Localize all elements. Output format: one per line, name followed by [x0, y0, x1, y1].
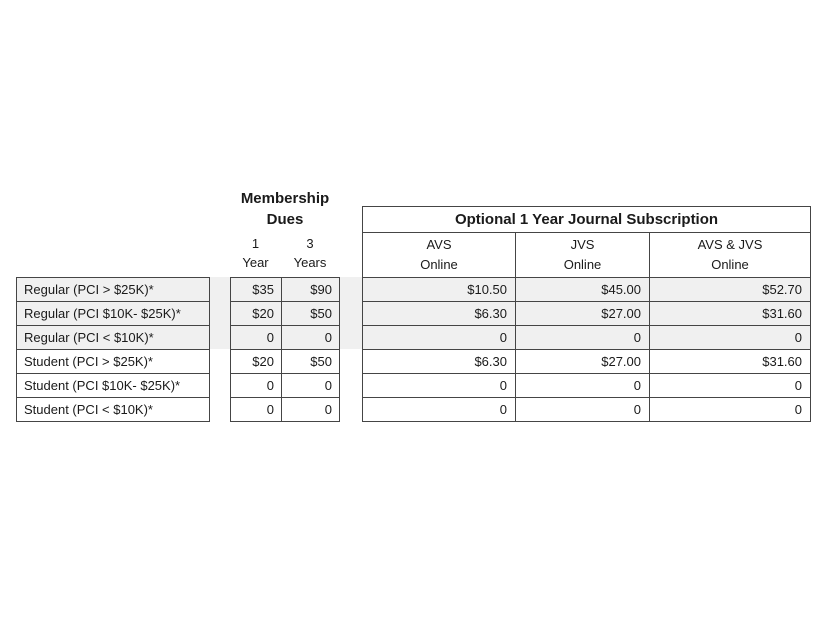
- member-type-cell: Student (PCI $10K- $25K)*: [17, 374, 210, 398]
- dues-1yr-cell: 0: [231, 398, 282, 422]
- member-type-table: Regular (PCI > $25K)* Regular (PCI $10K-…: [16, 277, 210, 422]
- jvs-price-cell: 0: [516, 398, 650, 422]
- avs-jvs-price-cell: 0: [650, 326, 811, 350]
- dues-3yr-cell: $90: [282, 278, 340, 302]
- jvs-price-cell: $27.00: [516, 302, 650, 326]
- dues-1yr-cell: $20: [231, 302, 282, 326]
- journal-column-header-avs-jvs-line1: AVS & JVS: [697, 237, 763, 252]
- avs-price-cell: 0: [363, 326, 516, 350]
- dues-1yr-cell: 0: [231, 374, 282, 398]
- journal-column-header-avs-line2: Online: [420, 257, 458, 272]
- journal-column-header-avs: AVS Online: [363, 233, 516, 278]
- avs-jvs-price-cell: 0: [650, 398, 811, 422]
- dues-3yr-cell: 0: [282, 326, 340, 350]
- avs-jvs-price-cell: $52.70: [650, 278, 811, 302]
- journal-column-header-avs-jvs-line2: Online: [711, 257, 749, 272]
- dues-3yr-cell: 0: [282, 374, 340, 398]
- avs-price-cell: $10.50: [363, 278, 516, 302]
- avs-price-cell: 0: [363, 374, 516, 398]
- dues-3yr-cell: 0: [282, 398, 340, 422]
- member-type-cell: Student (PCI > $25K)*: [17, 350, 210, 374]
- member-type-cell: Regular (PCI > $25K)*: [17, 278, 210, 302]
- avs-price-cell: $6.30: [363, 350, 516, 374]
- membership-dues-header: Membership Dues: [230, 188, 340, 230]
- dues-1yr-cell: 0: [231, 326, 282, 350]
- membership-dues-header-line2: Dues: [266, 211, 304, 228]
- journal-column-header-jvs-line1: JVS: [570, 237, 595, 252]
- journal-column-header-jvs: JVS Online: [516, 233, 650, 278]
- dues-3yr-cell: $50: [282, 302, 340, 326]
- avs-price-cell: $6.30: [363, 302, 516, 326]
- jvs-price-cell: 0: [516, 326, 650, 350]
- journal-column-header-jvs-line2: Online: [563, 257, 602, 272]
- dues-column-header-1-year-line2: Year: [242, 255, 269, 270]
- dues-column-header-1-year: 1 Year: [230, 234, 281, 272]
- dues-column-header-3-years: 3 Years: [281, 234, 339, 272]
- dues-column-header-1-year-line1: 1: [251, 236, 260, 251]
- dues-column-header-3-years-line2: Years: [293, 255, 327, 270]
- dues-3yr-cell: $50: [282, 350, 340, 374]
- avs-price-cell: 0: [363, 398, 516, 422]
- membership-dues-header-line1: Membership: [240, 190, 330, 207]
- dues-1yr-cell: $20: [231, 350, 282, 374]
- journal-subscription-table: Optional 1 Year Journal Subscription AVS…: [362, 206, 811, 422]
- member-type-cell: Regular (PCI $10K- $25K)*: [17, 302, 210, 326]
- avs-jvs-price-cell: $31.60: [650, 302, 811, 326]
- member-type-cell: Student (PCI < $10K)*: [17, 398, 210, 422]
- dues-1yr-cell: $35: [231, 278, 282, 302]
- journal-column-header-avs-jvs: AVS & JVS Online: [650, 233, 811, 278]
- avs-jvs-price-cell: 0: [650, 374, 811, 398]
- dues-column-header-3-years-line1: 3: [306, 236, 314, 251]
- jvs-price-cell: $45.00: [516, 278, 650, 302]
- jvs-price-cell: $27.00: [516, 350, 650, 374]
- jvs-price-cell: 0: [516, 374, 650, 398]
- regular-rows-shading: [16, 277, 811, 349]
- member-type-cell: Regular (PCI < $10K)*: [17, 326, 210, 350]
- avs-jvs-price-cell: $31.60: [650, 350, 811, 374]
- membership-dues-table: $35 $90 $20 $50 0 0 $20 $50 0 0 0 0: [230, 277, 340, 422]
- journal-column-header-avs-line1: AVS: [426, 237, 452, 252]
- journal-table-title: Optional 1 Year Journal Subscription: [363, 207, 811, 233]
